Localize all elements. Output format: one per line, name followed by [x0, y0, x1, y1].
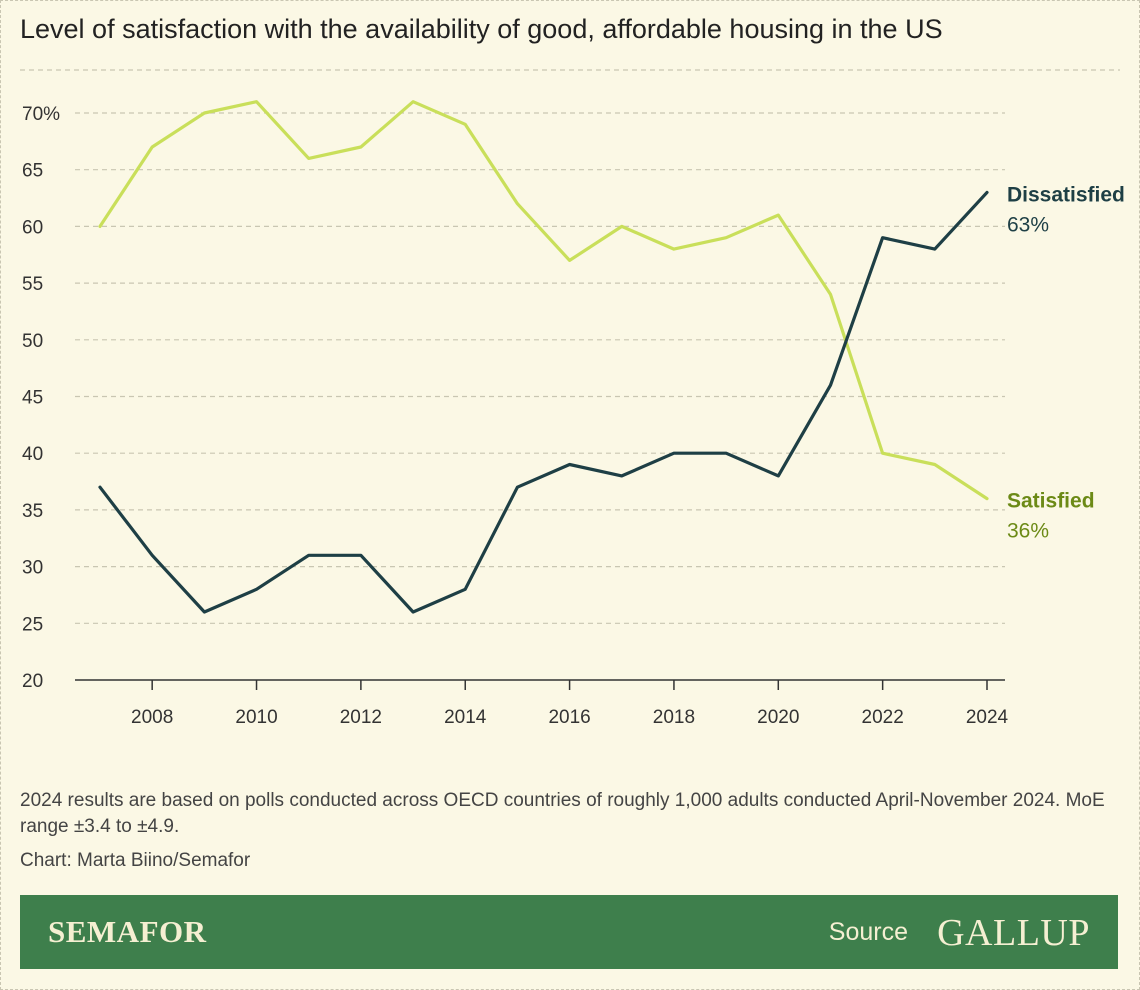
- y-tick-label: 65: [22, 161, 43, 182]
- x-tick-label: 2010: [235, 707, 277, 728]
- y-tick-label: 70%: [22, 104, 60, 125]
- y-tick-label: 40: [22, 444, 43, 465]
- y-tick-label: 45: [22, 388, 43, 409]
- y-tick-label: 55: [22, 274, 43, 295]
- footer-bar: SEMAFOR Source GALLUP: [20, 895, 1118, 969]
- chart-title: Level of satisfaction with the availabil…: [20, 14, 943, 44]
- y-tick-label: 50: [22, 331, 43, 352]
- x-tick-label: 2024: [966, 707, 1009, 728]
- series-end-value-dissatisfied: 63%: [1007, 213, 1049, 236]
- series-line-satisfied: [98, 100, 989, 501]
- semafor-logo: SEMAFOR: [48, 914, 207, 949]
- series-line-dissatisfied: [98, 190, 989, 614]
- x-tick-label: 2008: [131, 707, 173, 728]
- x-tick-label: 2020: [757, 707, 799, 728]
- y-tick-label: 30: [22, 558, 43, 579]
- series-label-dissatisfied: Dissatisfied: [1007, 183, 1125, 206]
- gallup-logo: GALLUP: [937, 912, 1090, 954]
- x-tick-label: 2016: [548, 707, 590, 728]
- y-tick-label: 35: [22, 501, 43, 522]
- x-tick-label: 2022: [862, 707, 904, 728]
- y-tick-label: 60: [22, 217, 43, 238]
- chart-credit: Chart: Marta Biino/Semafor: [20, 850, 251, 871]
- y-tick-label: 25: [22, 614, 43, 635]
- y-tick-label: 20: [22, 671, 43, 692]
- series-label-satisfied: Satisfied: [1007, 490, 1095, 513]
- x-tick-label: 2018: [653, 707, 695, 728]
- chart-note: 2024 results are based on polls conducte…: [20, 790, 1105, 837]
- source-label: Source: [828, 918, 908, 946]
- x-tick-label: 2014: [444, 707, 487, 728]
- line-chart: 20 25 30 35 40 45 50 55 60 65 70% 2008 2010 2012 2014 2…: [20, 69, 1125, 728]
- x-tick-label: 2012: [340, 707, 382, 728]
- series-end-value-satisfied: 36%: [1007, 520, 1049, 543]
